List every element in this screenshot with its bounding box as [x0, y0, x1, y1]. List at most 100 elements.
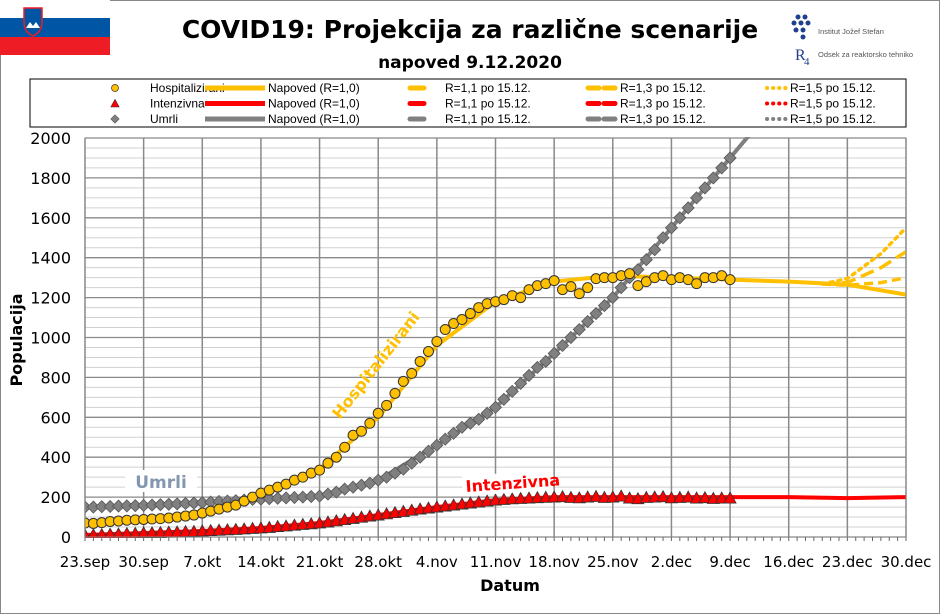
forecast-line-hosp — [820, 226, 906, 286]
x-tick-label: 25.nov — [587, 553, 639, 571]
x-tick-label: 30.dec — [881, 553, 932, 571]
data-point-icu — [120, 526, 134, 538]
data-point-icu — [513, 491, 528, 504]
r4-logo-text: Odsek za reaktorsko tehniko — [818, 50, 913, 59]
y-tick-label: 1400 — [30, 249, 71, 268]
data-point-hosp — [314, 464, 326, 476]
data-point-icu — [715, 491, 729, 504]
svg-text:Umrli: Umrli — [135, 473, 187, 493]
data-point-deaths — [430, 438, 444, 452]
data-point-icu — [647, 490, 662, 503]
legend — [29, 78, 907, 128]
x-tick-label: 16.dec — [763, 553, 814, 571]
data-point-deaths — [522, 368, 536, 382]
chart-title: COVID19: Projekcija za različne scenarij… — [182, 15, 758, 44]
data-point-deaths — [472, 412, 486, 426]
data-point-hosp — [364, 417, 376, 429]
legend-label: Napoved (R=1,0) — [268, 97, 360, 111]
data-point-hosp — [330, 451, 342, 463]
legend-label: Napoved (R=1,0) — [268, 81, 360, 95]
data-point-hosp — [389, 387, 401, 399]
data-point-hosp — [406, 367, 418, 379]
data-point-deaths — [497, 392, 511, 406]
data-point-icu — [87, 527, 99, 538]
annotation-hospitalizirani: Hospitalizirani — [328, 308, 423, 423]
data-point-icu — [539, 490, 553, 503]
data-point-icu — [706, 491, 720, 504]
x-tick-label: 9.dec — [709, 553, 750, 571]
data-point-icu — [229, 522, 243, 535]
chart-subtitle: napoved 9.12.2020 — [378, 53, 562, 73]
ijs-logo-text: Institut Jožef Stefan — [818, 27, 884, 36]
forecast-line-hosp — [822, 275, 906, 287]
data-point-icu — [723, 491, 737, 504]
legend-marker-hosp — [111, 84, 119, 92]
legend-marker-deaths — [110, 114, 120, 124]
x-tick-label: 23.sep — [60, 553, 110, 571]
data-point-deaths — [614, 281, 628, 295]
y-tick-label: 0 — [61, 528, 71, 547]
data-point-hosp — [548, 275, 560, 287]
data-point-icu — [656, 489, 670, 503]
data-point-deaths — [447, 426, 461, 440]
data-point-deaths — [681, 201, 695, 215]
data-point-hosp — [624, 268, 636, 280]
legend-series-label: Intenzivna — [150, 97, 205, 111]
data-point-icu — [673, 490, 687, 503]
data-point-icu — [187, 524, 201, 537]
data-point-deaths — [673, 211, 687, 225]
y-tick-label: 1600 — [30, 209, 71, 228]
data-point-icu — [597, 490, 612, 503]
data-point-deaths — [656, 231, 670, 245]
data-point-deaths — [606, 291, 620, 305]
data-point-hosp — [422, 345, 434, 357]
data-point-hosp — [565, 281, 577, 293]
legend-label: R=1,3 po 15.12. — [620, 97, 706, 111]
legend-label: R=1,5 po 15.12. — [790, 81, 876, 95]
data-point-icu — [212, 523, 226, 536]
data-point-hosp — [414, 355, 426, 367]
data-point-deaths — [648, 243, 662, 257]
data-point-deaths — [597, 299, 611, 313]
y-axis-label: Populacija — [7, 293, 26, 386]
x-tick-label: 21.okt — [296, 553, 344, 571]
svg-text:R: R — [795, 47, 806, 64]
data-point-icu — [271, 519, 285, 533]
forecast-line-hosp — [822, 250, 906, 286]
data-point-icu — [104, 527, 116, 538]
data-point-hosp — [724, 274, 736, 286]
y-tick-label: 2000 — [30, 129, 71, 148]
data-point-hosp — [573, 288, 585, 300]
data-point-deaths — [589, 306, 603, 321]
data-point-icu — [589, 489, 603, 502]
data-point-icu — [522, 491, 536, 504]
legend-label: Napoved (R=1,0) — [268, 112, 360, 126]
data-point-hosp — [456, 314, 468, 326]
slovenia-flag — [0, 0, 110, 55]
data-point-hosp — [515, 292, 527, 304]
data-point-icu — [129, 526, 142, 538]
data-point-icu — [564, 490, 578, 503]
x-tick-label: 18.nov — [528, 553, 580, 571]
data-point-icu — [112, 527, 125, 538]
x-tick-label: 7.okt — [183, 553, 221, 571]
data-point-deaths — [581, 314, 595, 329]
data-point-deaths — [555, 338, 570, 353]
data-point-hosp — [439, 324, 451, 336]
data-point-icu — [555, 489, 570, 503]
legend-label: R=1,1 po 15.12. — [445, 97, 531, 111]
data-point-hosp — [691, 278, 703, 290]
data-point-icu — [488, 493, 503, 506]
data-point-icu — [296, 517, 310, 530]
data-point-hosp — [464, 308, 476, 320]
data-point-icu — [96, 527, 108, 538]
y-tick-label: 1800 — [30, 169, 71, 188]
legend-label: R=1,5 po 15.12. — [790, 112, 876, 126]
x-tick-label: 4.nov — [416, 553, 458, 571]
data-point-deaths — [547, 346, 561, 361]
y-tick-label: 800 — [40, 368, 71, 387]
x-axis-label: Datum — [480, 576, 540, 595]
data-point-icu — [195, 524, 209, 537]
data-point-icu — [220, 522, 235, 536]
x-tick-label: 2.dec — [651, 553, 692, 571]
